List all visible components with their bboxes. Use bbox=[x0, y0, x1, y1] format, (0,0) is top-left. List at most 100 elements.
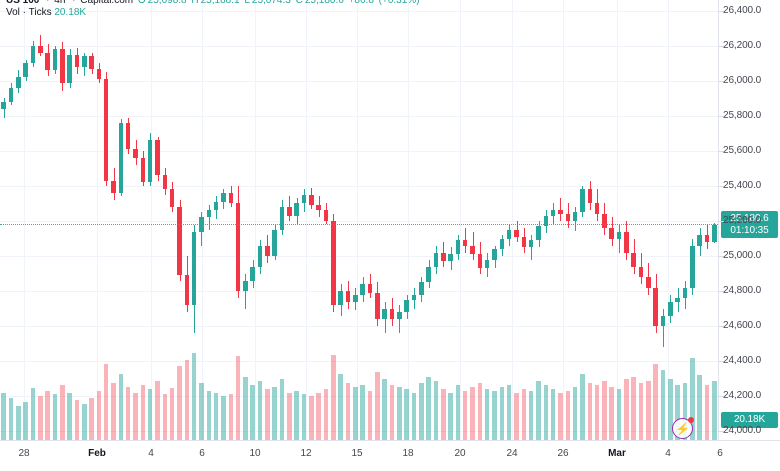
time-axis-label: 15 bbox=[351, 448, 363, 459]
candle-body bbox=[426, 266, 431, 283]
volume-bar bbox=[609, 386, 615, 440]
candlestick-series bbox=[1, 35, 717, 348]
price-axis-tick bbox=[719, 115, 724, 117]
volume-bar bbox=[624, 379, 629, 440]
candle-body bbox=[565, 213, 571, 221]
candle-body bbox=[243, 280, 248, 292]
gridline-vertical bbox=[255, 0, 256, 440]
current-price-badge[interactable]: 25,180.6 01:10:35 bbox=[721, 211, 778, 239]
volume-bar bbox=[462, 390, 468, 440]
volume-bar bbox=[704, 384, 710, 440]
volume-bar bbox=[675, 384, 680, 440]
candle-body bbox=[96, 68, 102, 80]
price-axis-label: 26,000.0 bbox=[723, 74, 762, 86]
volume-bar bbox=[550, 388, 556, 440]
time-axis[interactable]: 28 Feb 4 6 10 12 15 18 20 24 26 Mar 4 6 bbox=[0, 440, 780, 471]
candle-body bbox=[8, 87, 14, 102]
volume-bar bbox=[287, 392, 292, 440]
candle-body bbox=[250, 266, 256, 281]
volume-bar bbox=[419, 383, 424, 440]
candle-body bbox=[45, 52, 50, 71]
volume-bar bbox=[111, 383, 116, 440]
gridline-vertical bbox=[151, 0, 152, 440]
legend-provider: Capital.com bbox=[80, 0, 134, 6]
candle-body bbox=[279, 206, 285, 230]
volume-bar bbox=[140, 384, 146, 440]
gridline-horizontal bbox=[0, 80, 718, 82]
volume-bar bbox=[169, 387, 175, 440]
candle-body bbox=[389, 308, 395, 320]
candle-body bbox=[316, 205, 321, 211]
price-axis-label: 24,000.0 bbox=[723, 425, 762, 437]
volume-bar bbox=[103, 364, 109, 440]
candle-body bbox=[67, 54, 72, 83]
price-axis-label: 24,200.0 bbox=[723, 390, 762, 402]
volume-bar bbox=[125, 386, 131, 440]
volume-bar bbox=[52, 394, 58, 440]
current-price-line bbox=[0, 224, 718, 226]
gridline-vertical bbox=[460, 0, 461, 440]
volume-bar bbox=[499, 386, 505, 440]
candle-body bbox=[147, 140, 153, 183]
volume-bar bbox=[331, 354, 336, 440]
realtime-icon-bolt: ⚡ bbox=[675, 421, 690, 436]
volume-bar bbox=[492, 390, 497, 440]
volume-bar bbox=[184, 360, 190, 440]
time-axis-label: 4 bbox=[148, 448, 154, 459]
gridline-horizontal bbox=[0, 291, 718, 293]
gridline-horizontal bbox=[0, 150, 718, 152]
legend-sep-2: · bbox=[72, 0, 76, 6]
volume-bar bbox=[199, 383, 204, 440]
legend-high-value: 25,188.1 bbox=[200, 0, 240, 6]
time-axis-label: 20 bbox=[454, 448, 466, 459]
gridline-vertical bbox=[357, 0, 358, 440]
candle-body bbox=[162, 175, 168, 190]
candle-wick bbox=[663, 308, 664, 348]
volume-bar bbox=[448, 392, 453, 440]
volume-bar bbox=[301, 394, 307, 440]
candle-body bbox=[704, 235, 710, 243]
candle-body bbox=[52, 49, 58, 71]
chart-legend[interactable]: US 100 · 4h · Capital.com O 25,098.8 H 25,… bbox=[6, 0, 422, 19]
price-axis-label: 25,400.0 bbox=[723, 179, 762, 191]
candle-body bbox=[455, 240, 461, 255]
chart-plot-area[interactable] bbox=[0, 0, 718, 440]
volume-bar bbox=[653, 364, 658, 440]
legend-volume-title[interactable]: Vol · Ticks bbox=[6, 7, 52, 18]
candle-body bbox=[712, 224, 717, 243]
volume-bar bbox=[565, 390, 571, 440]
candle-body bbox=[235, 203, 241, 292]
volume-bar bbox=[514, 392, 519, 440]
legend-volume-row: Vol · Ticks 20.18K bbox=[6, 7, 422, 19]
volume-bar bbox=[147, 388, 153, 440]
volume-bar bbox=[470, 386, 475, 440]
price-axis-tick bbox=[719, 221, 724, 222]
volume-bar bbox=[455, 384, 461, 440]
volume-bar bbox=[646, 381, 651, 440]
price-axis-label: 24,400.0 bbox=[723, 355, 762, 367]
volume-bar bbox=[1, 392, 6, 440]
volume-bar bbox=[118, 373, 124, 440]
volume-badge[interactable]: 20.18K bbox=[721, 412, 778, 428]
candle-body bbox=[23, 63, 28, 78]
gridline-horizontal bbox=[0, 45, 718, 47]
legend-interval[interactable]: 4h bbox=[54, 0, 66, 6]
volume-bar bbox=[477, 383, 483, 440]
price-axis-label: 25,200.0 bbox=[723, 215, 762, 226]
price-axis-label: 26,400.0 bbox=[723, 4, 762, 16]
legend-symbol[interactable]: US 100 bbox=[6, 0, 40, 6]
candle-body bbox=[184, 275, 190, 306]
price-axis-tick bbox=[719, 10, 724, 12]
volume-bar bbox=[616, 388, 622, 440]
volume-bar bbox=[250, 384, 256, 440]
legend-high-label: H bbox=[191, 0, 199, 6]
volume-bar bbox=[316, 392, 321, 440]
candle-body bbox=[382, 308, 387, 320]
price-axis[interactable]: 25,180.6 01:10:35 20.18K 26,400.0 26,200.… bbox=[718, 0, 780, 440]
volume-bar bbox=[213, 392, 219, 440]
realtime-bolt-icon[interactable]: ⚡ bbox=[672, 417, 694, 439]
candle-body bbox=[60, 49, 65, 83]
volume-bar bbox=[594, 384, 600, 440]
candle-body bbox=[638, 266, 644, 278]
volume-bar bbox=[45, 390, 50, 440]
